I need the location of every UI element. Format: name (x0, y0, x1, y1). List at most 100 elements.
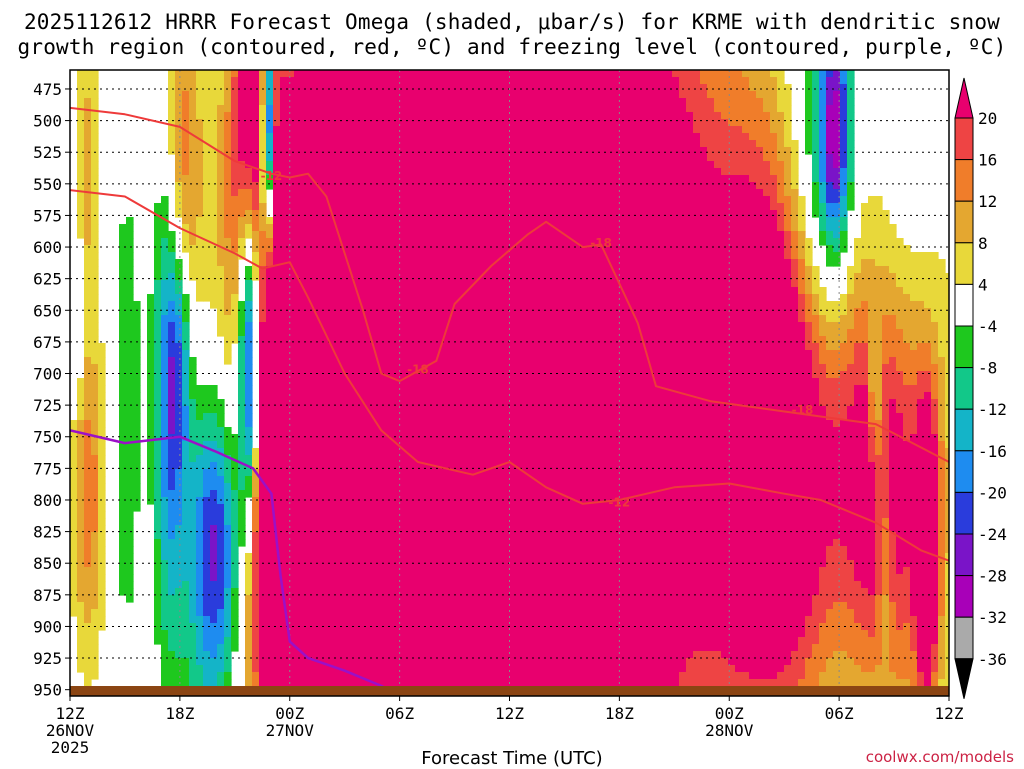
omega-cell (147, 301, 155, 309)
omega-cell (308, 280, 316, 288)
omega-cell (364, 259, 372, 267)
omega-cell (294, 245, 302, 253)
omega-cell (364, 364, 372, 372)
omega-cell (343, 469, 351, 477)
omega-cell (84, 658, 92, 666)
omega-cell (385, 336, 393, 344)
omega-cell (420, 399, 428, 407)
omega-cell (161, 266, 169, 274)
omega-cell (448, 147, 456, 155)
omega-cell (336, 238, 344, 246)
omega-cell (511, 483, 519, 491)
omega-cell (273, 469, 281, 477)
omega-cell (413, 518, 421, 526)
omega-cell (84, 91, 92, 99)
omega-cell (371, 385, 379, 393)
omega-cell (357, 294, 365, 302)
omega-cell (336, 203, 344, 211)
omega-cell (392, 546, 400, 554)
omega-cell (91, 525, 99, 533)
omega-cell (84, 679, 92, 687)
omega-cell (427, 679, 435, 687)
omega-cell (315, 553, 323, 561)
omega-cell (448, 84, 456, 92)
omega-cell (203, 567, 211, 575)
omega-cell (350, 154, 358, 162)
omega-cell (413, 357, 421, 365)
omega-cell (364, 455, 372, 463)
omega-cell (252, 98, 260, 106)
omega-cell (392, 371, 400, 379)
omega-cell (504, 175, 512, 183)
omega-cell (336, 623, 344, 631)
omega-cell (280, 462, 288, 470)
omega-cell (497, 546, 505, 554)
omega-cell (294, 322, 302, 330)
omega-cell (231, 308, 239, 316)
omega-cell (329, 385, 337, 393)
omega-cell (273, 231, 281, 239)
omega-cell (161, 245, 169, 253)
omega-cell (126, 595, 134, 603)
omega-cell (399, 658, 407, 666)
omega-cell (392, 504, 400, 512)
omega-cell (420, 504, 428, 512)
omega-cell (448, 287, 456, 295)
omega-cell (469, 679, 477, 687)
omega-cell (441, 245, 449, 253)
omega-cell (434, 77, 442, 85)
omega-cell (427, 651, 435, 659)
omega-cell (322, 196, 330, 204)
omega-cell (511, 588, 519, 596)
omega-cell (182, 154, 190, 162)
omega-cell (98, 392, 106, 400)
omega-cell (175, 469, 183, 477)
omega-cell (245, 427, 253, 435)
omega-cell (413, 105, 421, 113)
omega-cell (245, 434, 253, 442)
omega-cell (154, 217, 162, 225)
omega-cell (399, 287, 407, 295)
omega-cell (119, 539, 127, 547)
omega-cell (434, 637, 442, 645)
omega-cell (406, 245, 414, 253)
omega-cell (518, 217, 526, 225)
omega-cell (441, 378, 449, 386)
omega-cell (441, 560, 449, 568)
omega-cell (462, 539, 470, 547)
omega-cell (448, 329, 456, 337)
omega-cell (203, 553, 211, 561)
omega-cell (168, 343, 176, 351)
omega-cell (483, 462, 491, 470)
omega-cell (511, 385, 519, 393)
omega-cell (455, 70, 463, 78)
omega-cell (497, 280, 505, 288)
omega-cell (154, 581, 162, 589)
omega-cell (245, 595, 253, 603)
omega-cell (294, 630, 302, 638)
omega-cell (427, 490, 435, 498)
omega-cell (385, 539, 393, 547)
omega-cell (518, 371, 526, 379)
omega-cell (399, 343, 407, 351)
omega-cell (126, 518, 134, 526)
omega-cell (266, 532, 274, 540)
omega-cell (273, 637, 281, 645)
omega-cell (343, 539, 351, 547)
omega-cell (259, 329, 267, 337)
omega-cell (126, 224, 134, 232)
omega-cell (294, 399, 302, 407)
omega-cell (273, 455, 281, 463)
omega-cell (343, 70, 351, 78)
omega-cell (392, 287, 400, 295)
omega-cell (252, 581, 260, 589)
omega-cell (434, 553, 442, 561)
omega-cell (91, 140, 99, 148)
omega-cell (91, 231, 99, 239)
omega-cell (301, 553, 309, 561)
omega-cell (287, 98, 295, 106)
omega-cell (259, 560, 267, 568)
omega-cell (168, 399, 176, 407)
omega-cell (308, 413, 316, 421)
omega-cell (182, 455, 190, 463)
